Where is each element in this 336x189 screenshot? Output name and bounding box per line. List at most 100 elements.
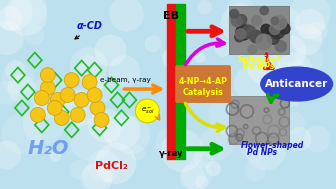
- Circle shape: [155, 127, 187, 159]
- Circle shape: [0, 21, 24, 55]
- Circle shape: [275, 62, 296, 83]
- Circle shape: [95, 143, 136, 184]
- Circle shape: [90, 101, 105, 115]
- Text: Catalysis: Catalysis: [183, 88, 223, 97]
- Circle shape: [235, 33, 244, 42]
- Circle shape: [40, 81, 55, 95]
- Circle shape: [0, 141, 21, 169]
- Circle shape: [70, 47, 108, 85]
- Circle shape: [87, 88, 102, 102]
- Circle shape: [162, 47, 184, 69]
- Circle shape: [30, 75, 74, 118]
- Circle shape: [265, 112, 279, 127]
- Circle shape: [112, 116, 150, 154]
- Circle shape: [135, 99, 159, 123]
- Circle shape: [60, 88, 75, 102]
- Circle shape: [276, 53, 313, 90]
- Circle shape: [250, 30, 262, 43]
- Text: α-CD: α-CD: [77, 21, 102, 31]
- Circle shape: [92, 73, 103, 84]
- Circle shape: [89, 108, 123, 143]
- Circle shape: [197, 0, 212, 15]
- Circle shape: [231, 13, 241, 23]
- Circle shape: [304, 125, 331, 152]
- Circle shape: [295, 9, 325, 39]
- Circle shape: [274, 119, 289, 135]
- Bar: [229, 96, 289, 144]
- Circle shape: [30, 107, 45, 122]
- Circle shape: [252, 16, 262, 26]
- Circle shape: [242, 25, 255, 39]
- Circle shape: [50, 150, 61, 162]
- Circle shape: [308, 22, 328, 42]
- Circle shape: [195, 175, 208, 189]
- Circle shape: [206, 161, 221, 176]
- Circle shape: [234, 66, 270, 102]
- Circle shape: [109, 0, 144, 32]
- Circle shape: [82, 75, 97, 90]
- Text: $e^-_{sol}$: $e^-_{sol}$: [140, 105, 154, 116]
- Circle shape: [0, 81, 19, 105]
- Circle shape: [236, 25, 251, 40]
- Circle shape: [74, 92, 89, 107]
- Circle shape: [220, 4, 260, 44]
- Circle shape: [23, 102, 65, 144]
- Circle shape: [260, 6, 268, 15]
- Text: PdCl₂: PdCl₂: [94, 161, 127, 171]
- Circle shape: [40, 68, 55, 83]
- Circle shape: [269, 24, 280, 35]
- Circle shape: [184, 88, 201, 104]
- Text: γ-ray: γ-ray: [159, 149, 183, 158]
- Circle shape: [286, 92, 300, 106]
- Circle shape: [79, 55, 99, 76]
- Circle shape: [54, 110, 69, 125]
- Circle shape: [180, 164, 206, 189]
- Circle shape: [91, 78, 116, 102]
- Text: 4-NP→4-AP: 4-NP→4-AP: [178, 77, 227, 86]
- Circle shape: [280, 19, 287, 26]
- Circle shape: [237, 15, 247, 25]
- Circle shape: [246, 130, 286, 170]
- Circle shape: [275, 41, 286, 52]
- Circle shape: [0, 0, 32, 31]
- Circle shape: [109, 55, 140, 87]
- Circle shape: [214, 39, 232, 57]
- Circle shape: [5, 60, 26, 81]
- Circle shape: [247, 51, 281, 85]
- Circle shape: [264, 28, 272, 36]
- Circle shape: [103, 113, 140, 150]
- Circle shape: [200, 127, 234, 161]
- Circle shape: [231, 15, 243, 27]
- Circle shape: [288, 127, 311, 151]
- Circle shape: [271, 17, 279, 25]
- Circle shape: [290, 0, 331, 34]
- Circle shape: [230, 9, 239, 18]
- Text: Spherical: Spherical: [238, 55, 280, 64]
- Circle shape: [169, 102, 180, 113]
- Bar: [229, 6, 289, 54]
- Circle shape: [69, 160, 89, 180]
- Circle shape: [236, 29, 246, 39]
- Circle shape: [34, 91, 49, 105]
- Text: Flower-shaped: Flower-shaped: [241, 141, 304, 150]
- Circle shape: [244, 159, 266, 181]
- Text: H₂O: H₂O: [28, 139, 69, 158]
- Circle shape: [273, 7, 300, 35]
- Circle shape: [95, 35, 127, 67]
- Bar: [167, 4, 176, 159]
- Circle shape: [50, 92, 65, 107]
- Circle shape: [261, 24, 271, 34]
- Circle shape: [1, 114, 42, 154]
- Circle shape: [11, 0, 47, 26]
- Circle shape: [0, 6, 22, 30]
- Circle shape: [239, 130, 270, 161]
- Circle shape: [240, 24, 253, 37]
- Circle shape: [273, 16, 287, 30]
- Circle shape: [130, 145, 145, 160]
- Circle shape: [70, 107, 85, 122]
- Circle shape: [39, 90, 50, 101]
- Circle shape: [291, 24, 322, 55]
- Circle shape: [2, 62, 35, 95]
- Circle shape: [287, 60, 308, 81]
- Circle shape: [182, 160, 212, 189]
